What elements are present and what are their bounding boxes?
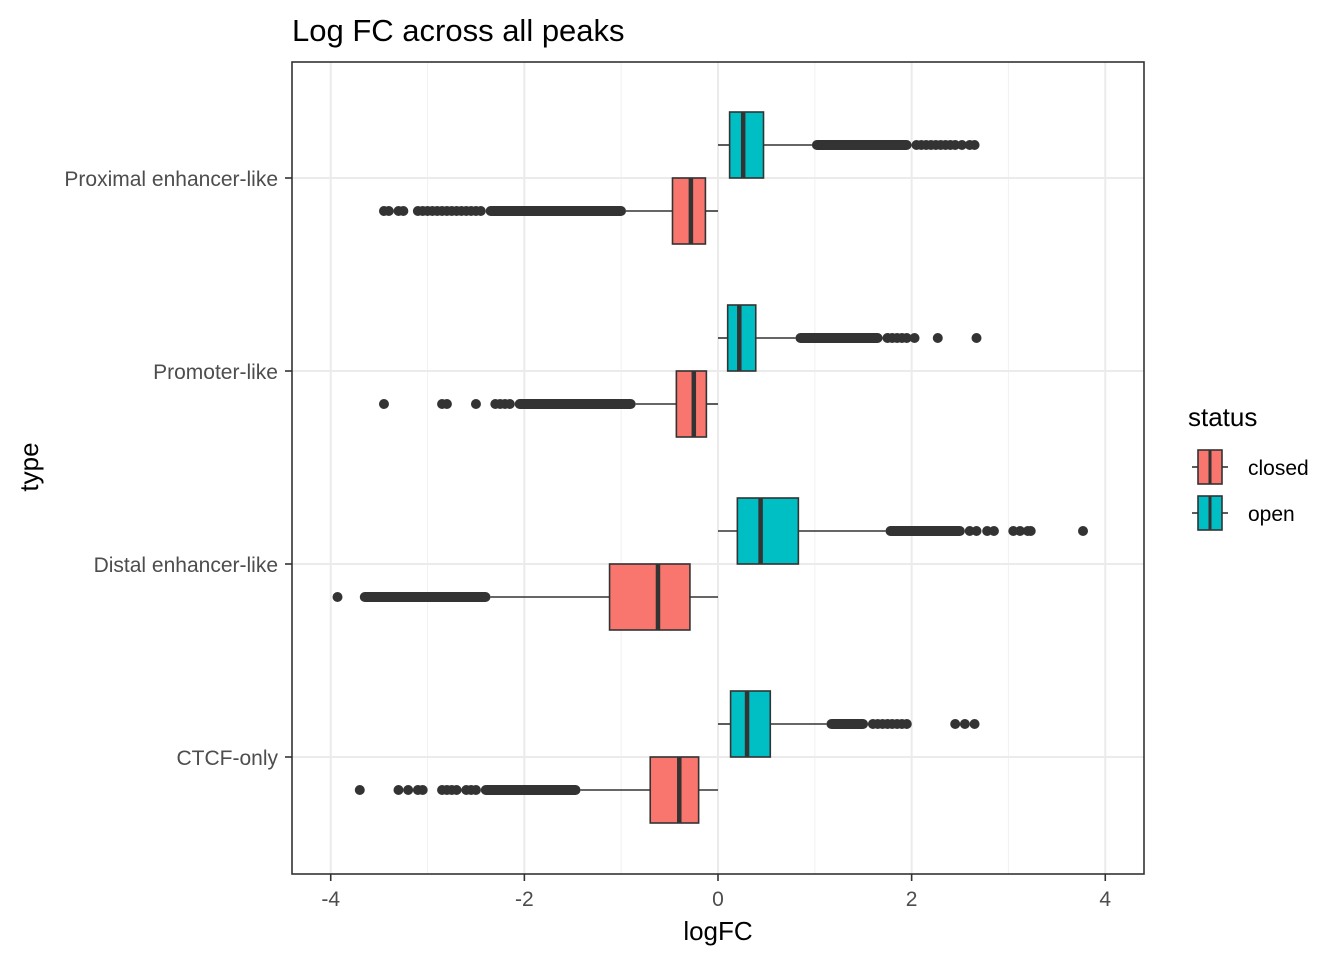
box-open-3 (718, 690, 980, 758)
y-tick-label: CTCF-only (176, 747, 278, 770)
y-axis-label: type (14, 442, 44, 491)
x-tick-label: -4 (321, 888, 340, 911)
outlier-point (971, 333, 982, 343)
box-body (729, 690, 772, 758)
outlier-point (475, 206, 486, 216)
outlier-point (909, 333, 920, 343)
x-axis-label: logFC (683, 916, 752, 946)
outlier-point (959, 719, 970, 729)
legend-title: status (1188, 402, 1257, 432)
outlier-point (332, 592, 343, 602)
box-open-0 (718, 111, 980, 179)
outlier-band (811, 140, 912, 150)
y-tick-label: Promoter-like (153, 361, 278, 384)
x-tick-label: 4 (1099, 888, 1111, 911)
box-closed-1 (378, 370, 718, 438)
box-body (728, 111, 765, 179)
x-tick-label: 2 (906, 888, 918, 911)
axes: -4 -2 0 2 4 Proximal enhancer-like Promoter-li… (64, 61, 1145, 911)
legend: status closed open (1188, 402, 1309, 531)
outlier-band (480, 785, 581, 795)
legend-key-closed (1192, 449, 1228, 485)
outlier-point (932, 333, 943, 343)
outlier-band (514, 399, 636, 409)
outlier-point (969, 140, 980, 150)
outlier-point (470, 399, 481, 409)
outlier-point (1078, 526, 1089, 536)
outlier-point (383, 206, 394, 216)
x-tick-label: -2 (515, 888, 534, 911)
outlier-point (441, 399, 452, 409)
outlier-point (393, 785, 404, 795)
legend-key-open (1192, 495, 1228, 531)
box-closed-3 (354, 756, 718, 824)
grid-lines (292, 62, 1144, 874)
outlier-band (885, 526, 965, 536)
outlier-point (378, 399, 389, 409)
x-tick-label: 0 (712, 888, 724, 911)
y-tick-label: Proximal enhancer-like (64, 168, 278, 191)
legend-label-closed: closed (1248, 457, 1309, 480)
box-open-2 (718, 497, 1089, 565)
outlier-band (485, 206, 627, 216)
outlier-point (956, 140, 967, 150)
box-marks (332, 111, 1089, 824)
y-tick-label: Distal enhancer-like (94, 554, 278, 577)
box-closed-0 (378, 177, 718, 245)
outlier-point (950, 719, 961, 729)
box-body (736, 497, 800, 565)
chart-title: Log FC across all peaks (292, 13, 625, 48)
outlier-band (795, 333, 883, 343)
outlier-point (504, 399, 515, 409)
box-body (649, 756, 700, 824)
box-closed-2 (332, 563, 718, 631)
box-body (675, 370, 708, 438)
box-open-1 (718, 304, 982, 372)
outlier-point (988, 526, 999, 536)
box-body (608, 563, 691, 631)
legend-label-open: open (1248, 503, 1295, 526)
outlier-point (969, 719, 980, 729)
outlier-point (1025, 526, 1036, 536)
outlier-point (451, 785, 462, 795)
outlier-point (403, 785, 414, 795)
outlier-point (398, 206, 409, 216)
outlier-point (901, 333, 912, 343)
outlier-point (971, 526, 982, 536)
outlier-band (359, 592, 491, 602)
outlier-point (1015, 526, 1026, 536)
outlier-point (417, 785, 428, 795)
outlier-point (354, 785, 365, 795)
outlier-band (826, 719, 869, 729)
outlier-point (901, 719, 912, 729)
box-body (726, 304, 757, 372)
outlier-point (470, 785, 481, 795)
